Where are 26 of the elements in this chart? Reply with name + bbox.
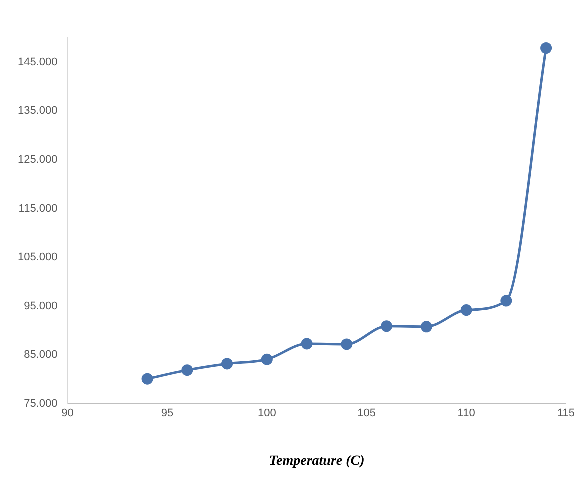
y-tick-label: 105.000 (18, 252, 58, 264)
y-tick-label: 75.000 (24, 398, 58, 410)
x-tick-label: 90 (62, 408, 74, 420)
y-tick-label: 115.000 (18, 202, 58, 215)
point (142, 373, 154, 385)
point (341, 338, 353, 350)
point (182, 364, 194, 376)
x-tick-label: 100 (258, 408, 276, 420)
y-tick-label: 85.000 (24, 349, 58, 362)
y-tick-label: 95.000 (24, 300, 58, 312)
point (420, 321, 432, 333)
point (460, 304, 472, 316)
x-tick-label: 95 (161, 408, 174, 420)
point (261, 354, 273, 366)
x-tick-label: 110 (458, 408, 476, 420)
point (301, 338, 313, 350)
x-tick-label: 105 (358, 408, 376, 420)
point (222, 358, 234, 370)
point (500, 295, 512, 307)
x-tick-label: 115 (557, 408, 576, 420)
point (381, 320, 393, 332)
y-tick-label: 145.000 (18, 56, 58, 68)
y-tick-label: 135.000 (18, 105, 58, 118)
point (540, 42, 552, 54)
y-tick-label: 125.000 (18, 154, 58, 166)
x-axis-title: Temperature (C) (269, 454, 365, 470)
